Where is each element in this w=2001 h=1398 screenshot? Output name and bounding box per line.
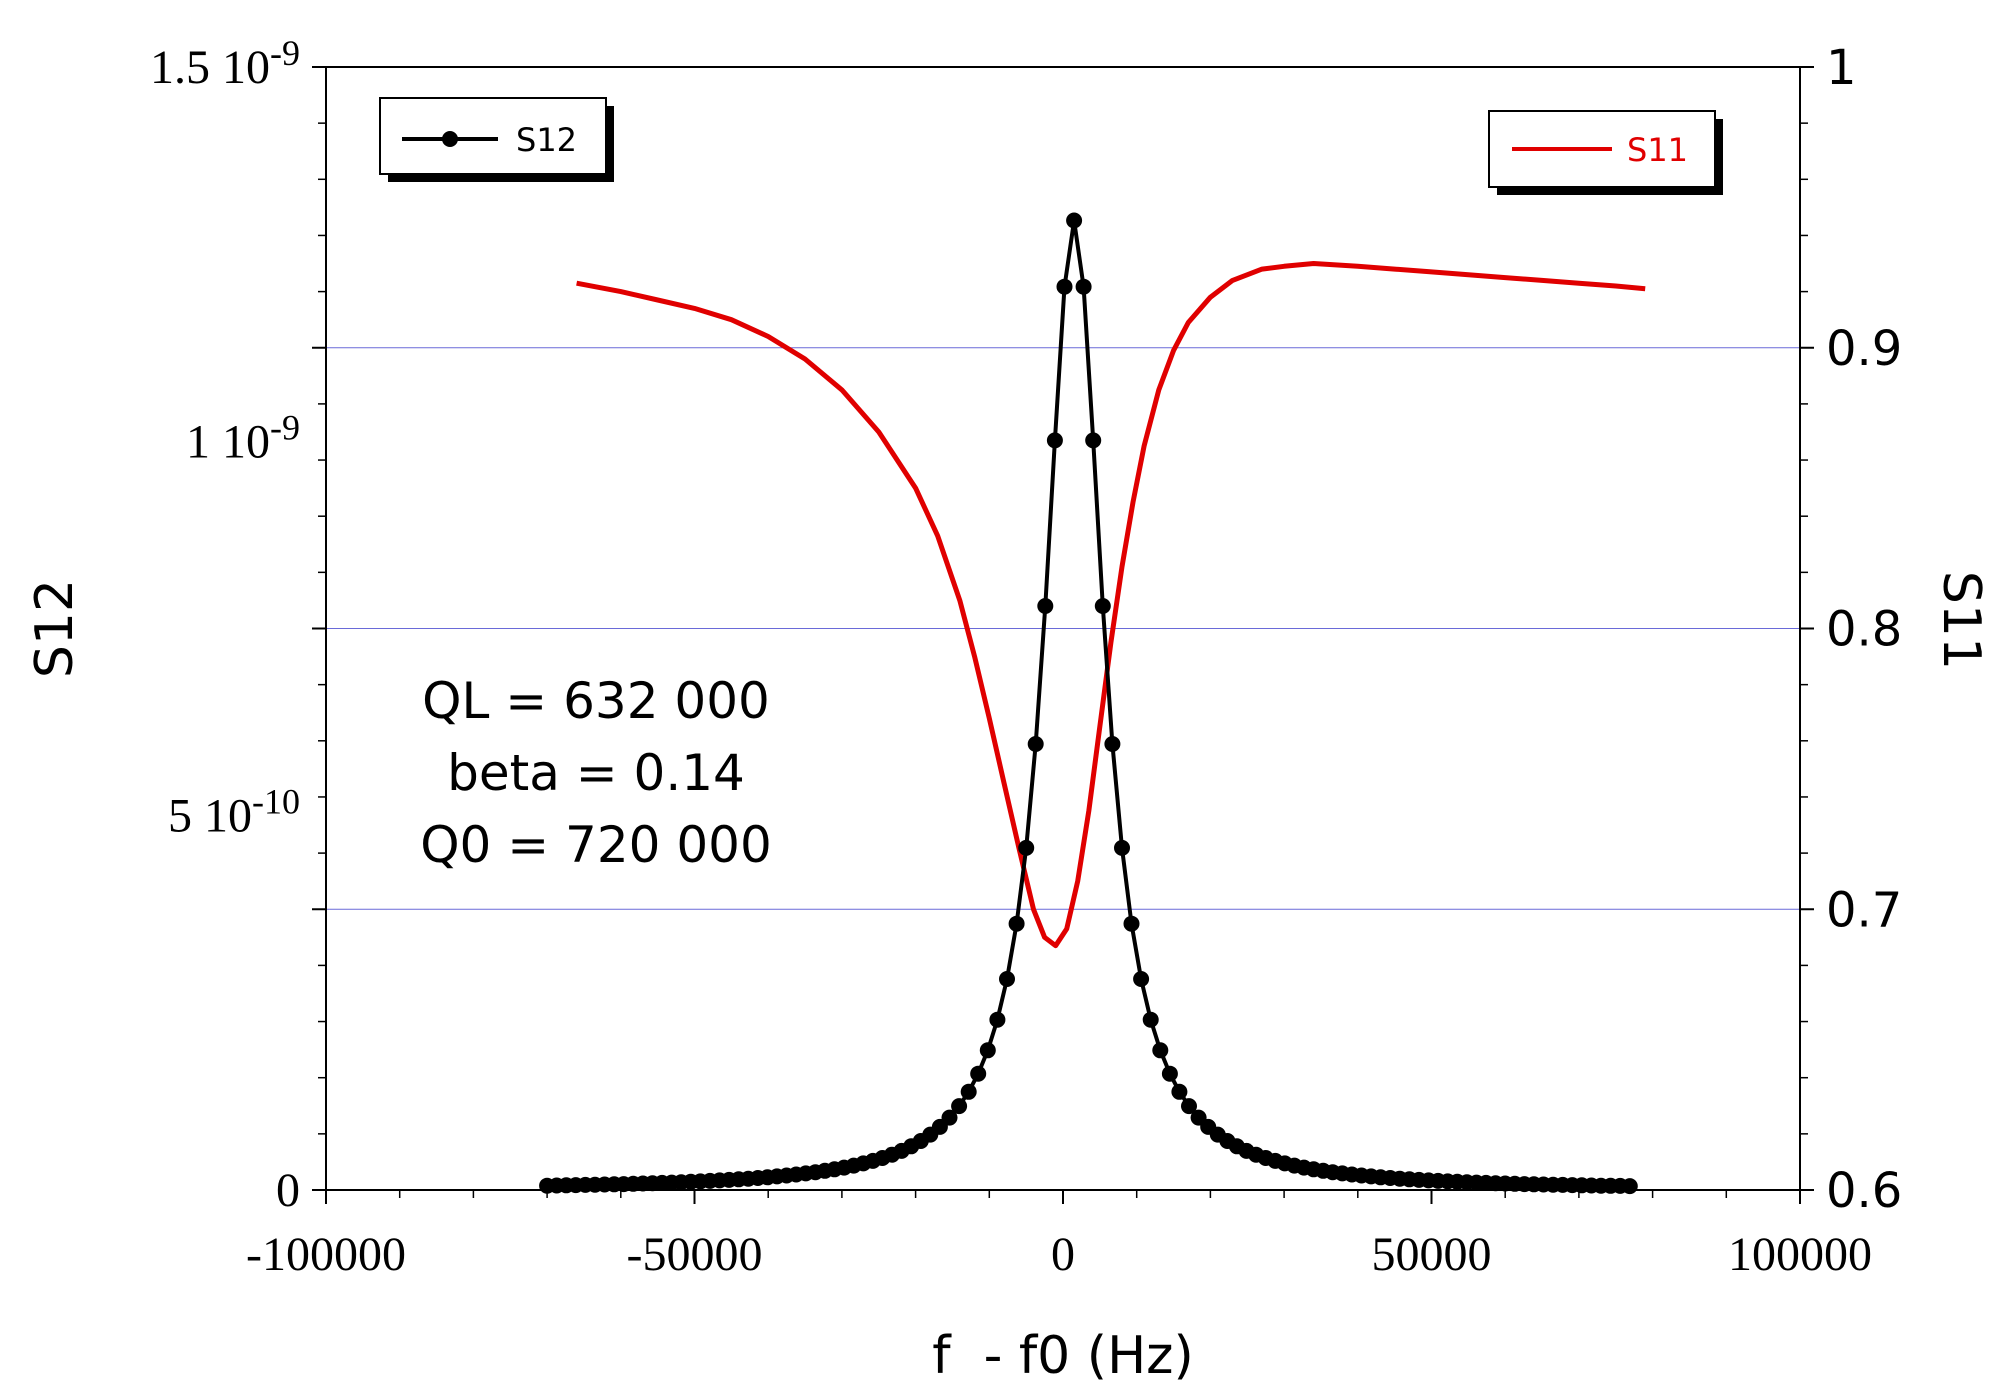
y-right-tick-label: 1 [1826,40,1857,96]
legend-s11: S11 [1488,110,1723,195]
series-s12-point [970,1065,987,1082]
series-s12-point [1161,1065,1178,1082]
y-right-tick-label: 0.8 [1826,602,1902,658]
series-s12-point [1037,598,1054,614]
legend-s11-label: S11 [1627,131,1688,169]
series-s12-point [1094,598,1111,614]
x-tick-label: 0 [1051,1228,1075,1281]
y-left-tick-label: 0 [276,1164,300,1217]
series-s12-point [1114,839,1130,856]
y-left-tick-label: 1 10-9 [186,407,300,468]
series-s12 [539,212,1638,1195]
y-right-axis-title: S11 [1931,571,1991,670]
series-s12-point [1621,1178,1638,1195]
series-s12-point [1123,915,1140,932]
series-s12-point [1152,1042,1169,1059]
x-tick-label: -50000 [627,1228,763,1281]
grid-lines [326,347,1800,910]
series-s12-point [1075,278,1092,295]
axis-ticks: -100000 -50000 0 50000 100000 0 5 10-10 1 10-9 1… [150,33,1902,1281]
y-right-tick-label: 0.6 [1826,1163,1902,1219]
annotation-beta: beta = 0.14 [447,744,745,802]
series-s12-point [1008,915,1025,932]
series-s12-point [979,1042,996,1059]
series-s12-point [951,1098,968,1115]
series-s12-point [941,1109,958,1126]
series-s12-point [1142,1011,1159,1028]
annotation-q0: Q0 = 720 000 [420,816,772,874]
series-s12-point [1133,971,1150,987]
series-s12-point [1018,839,1035,856]
x-tick-label: -100000 [246,1228,406,1281]
series-s12-point [1056,278,1073,295]
series-s12-point [1104,736,1121,752]
x-tick-label: 50000 [1372,1228,1492,1281]
x-axis-title: f - f0 (Hz) [932,1326,1194,1386]
series-s12-point [1171,1083,1188,1100]
series-s11 [576,261,1646,949]
legend-s12: S12 [379,97,614,182]
legend-s12-label: S12 [516,121,577,159]
series-s12-point [989,1011,1006,1028]
x-tick-label: 100000 [1728,1228,1872,1281]
y-right-tick-label: 0.7 [1826,882,1902,938]
annotation-ql: QL = 632 000 [422,672,770,730]
y-left-tick-label: 5 10-10 [168,782,300,843]
series-s12-point [1046,432,1063,449]
series-s11-line [576,261,1646,949]
y-right-tick-label: 0.9 [1826,321,1902,377]
series-s12-point [1181,1098,1197,1115]
series-s12-point [999,971,1015,987]
series-s12-point [960,1083,977,1100]
series-s12-point [1066,212,1083,229]
y-left-axis-title: S12 [25,579,85,678]
legend-s12-box [379,97,607,175]
y-left-tick-label: 1.5 10-9 [150,33,300,94]
series-s12-point [1085,432,1102,449]
legend-s12-marker [442,131,458,147]
series-s12-point [1027,736,1044,752]
